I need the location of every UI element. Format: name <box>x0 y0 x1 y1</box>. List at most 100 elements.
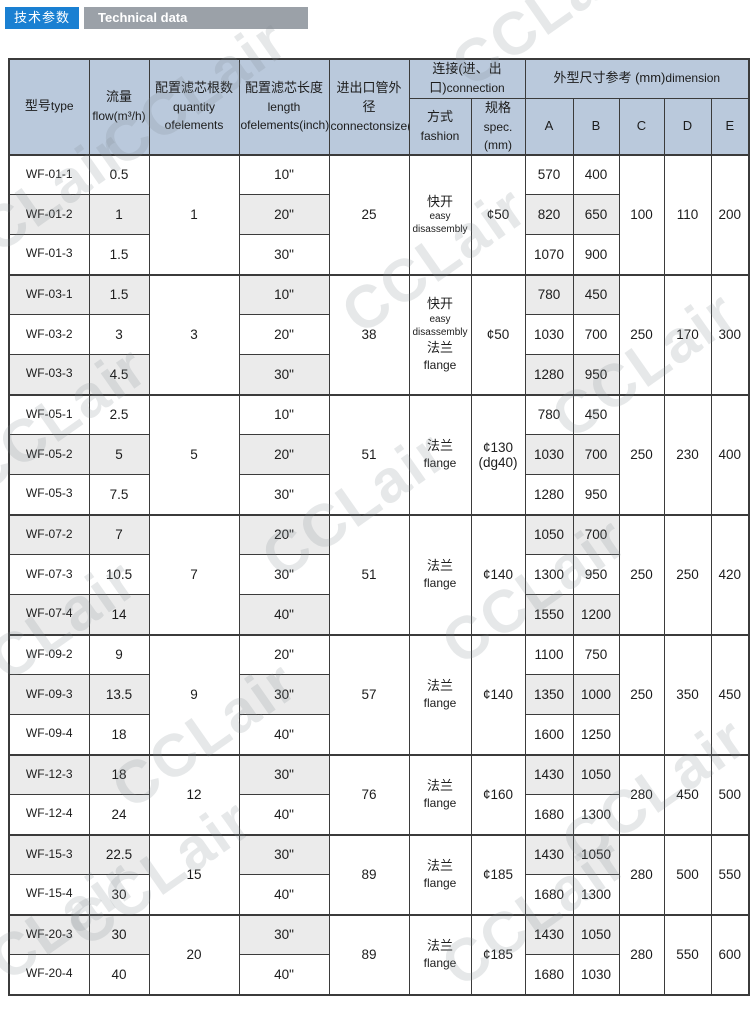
cell-dim-c: 280 <box>618 913 665 996</box>
cell-dim-e: 400 <box>710 393 750 516</box>
cell-fashion: 法兰 flange <box>408 753 472 836</box>
table-row: WF-03-3 4.5 30" 1280 950 <box>8 354 749 396</box>
cell-type: WF-01-3 <box>8 234 90 276</box>
cell-dim-a: 1070 <box>524 234 574 276</box>
cell-dim-b: 700 <box>572 434 620 476</box>
cell-fashion: 法兰 flange <box>408 393 472 516</box>
cell-length: 30" <box>238 913 330 956</box>
cell-length: 40" <box>238 954 330 996</box>
cell-dim-b: 900 <box>572 234 620 276</box>
cell-connection-size: 89 <box>328 913 410 996</box>
cell-type: WF-03-3 <box>8 354 90 396</box>
cell-dim-b: 1300 <box>572 874 620 916</box>
cell-dim-b: 1030 <box>572 954 620 996</box>
table-row: WF-09-4 18 40" 1600 1250 <box>8 714 749 756</box>
cell-dim-e: 420 <box>710 513 750 636</box>
cell-dim-a: 570 <box>524 153 574 196</box>
table-row: WF-05-3 7.5 30" 1280 950 <box>8 474 749 516</box>
cell-dim-c: 250 <box>618 393 665 516</box>
header-connection: 连接(进、出口)connection <box>408 58 526 99</box>
cell-dim-e: 550 <box>710 833 750 916</box>
table-row: WF-05-2 5 20" 1030 700 <box>8 434 749 476</box>
cell-dim-b: 750 <box>572 633 620 676</box>
cell-type: WF-07-4 <box>8 594 90 636</box>
cell-length: 30" <box>238 474 330 516</box>
cell-flow: 40 <box>88 954 150 996</box>
cell-fashion: 法兰 flange <box>408 513 472 636</box>
table-row: WF-07-4 14 40" 1550 1200 <box>8 594 749 636</box>
cell-dim-a: 1030 <box>524 314 574 356</box>
header-quantity: 配置滤芯根数quantity ofelements <box>148 58 240 156</box>
cell-dim-a: 1430 <box>524 913 574 956</box>
cell-flow: 0.5 <box>88 153 150 196</box>
cell-spec: ¢160 <box>470 753 526 836</box>
cell-dim-e: 300 <box>710 273 750 396</box>
cell-length: 30" <box>238 234 330 276</box>
cell-dim-a: 1100 <box>524 633 574 676</box>
cell-quantity: 20 <box>148 913 240 996</box>
cell-flow: 9 <box>88 633 150 676</box>
cell-connection-size: 89 <box>328 833 410 916</box>
cell-dim-a: 820 <box>524 194 574 236</box>
cell-flow: 1.5 <box>88 273 150 316</box>
cell-dim-a: 1680 <box>524 874 574 916</box>
cell-dim-d: 450 <box>663 753 712 836</box>
cell-dim-a: 1050 <box>524 513 574 556</box>
cell-dim-d: 230 <box>663 393 712 516</box>
cell-dim-c: 250 <box>618 273 665 396</box>
cell-dim-b: 1250 <box>572 714 620 756</box>
cell-dim-a: 1300 <box>524 554 574 596</box>
cell-dim-d: 350 <box>663 633 712 756</box>
cell-length: 30" <box>238 674 330 716</box>
table-row: WF-03-1 1.5 3 10" 38 快开 easy disassembly 法兰 flang… <box>8 273 750 396</box>
cell-quantity: 12 <box>148 753 240 836</box>
cell-dim-d: 170 <box>663 273 712 396</box>
cell-dim-a: 1350 <box>524 674 574 716</box>
cell-length: 20" <box>238 434 330 476</box>
cell-dim-d: 110 <box>663 153 712 276</box>
cell-flow: 13.5 <box>88 674 150 716</box>
header-dim-A: A <box>524 97 574 156</box>
cell-dim-a: 1430 <box>524 833 574 876</box>
cell-spec: ¢50 <box>470 273 526 396</box>
cell-length: 40" <box>238 594 330 636</box>
cell-type: WF-09-4 <box>8 714 90 756</box>
header-dimension: 外型尺寸参考 (mm)dimension <box>524 58 750 99</box>
cell-spec: ¢140 <box>470 633 526 756</box>
cell-length: 10" <box>238 273 330 316</box>
cell-length: 30" <box>238 354 330 396</box>
cell-length: 20" <box>238 513 330 556</box>
cell-quantity: 3 <box>148 273 240 396</box>
table-row: WF-20-3 30 20 30" 89 法兰 flange ¢185 1430 1050 280 5… <box>8 913 750 996</box>
cell-type: WF-09-3 <box>8 674 90 716</box>
table-row: WF-09-3 13.5 30" 1350 1000 <box>8 674 749 716</box>
cell-quantity: 9 <box>148 633 240 756</box>
cell-dim-e: 500 <box>710 753 750 836</box>
cell-type: WF-03-2 <box>8 314 90 356</box>
cell-length: 40" <box>238 794 330 836</box>
cell-length: 10" <box>238 153 330 196</box>
cell-length: 40" <box>238 874 330 916</box>
cell-dim-a: 780 <box>524 273 574 316</box>
page-title-bar: 技术参数 Technical data <box>5 7 309 29</box>
cell-dim-b: 1000 <box>572 674 620 716</box>
cell-length: 20" <box>238 314 330 356</box>
cell-dim-d: 550 <box>663 913 712 996</box>
cell-fashion: 法兰 flange <box>408 913 472 996</box>
cell-type: WF-07-3 <box>8 554 90 596</box>
cell-dim-c: 280 <box>618 753 665 836</box>
cell-fashion: 快开 easy disassembly <box>408 153 472 276</box>
header-type: 型号type <box>8 58 90 156</box>
cell-flow: 2.5 <box>88 393 150 436</box>
cell-dim-b: 1050 <box>572 833 620 876</box>
cell-fashion: 快开 easy disassembly 法兰 flange <box>408 273 472 396</box>
cell-dim-c: 280 <box>618 833 665 916</box>
cell-type: WF-15-3 <box>8 833 90 876</box>
cell-flow: 18 <box>88 714 150 756</box>
cell-type: WF-12-3 <box>8 753 90 796</box>
cell-dim-a: 1280 <box>524 354 574 396</box>
header-fashion: 方式fashion <box>408 97 472 156</box>
cell-dim-a: 1550 <box>524 594 574 636</box>
cell-flow: 7 <box>88 513 150 556</box>
table-row: WF-12-3 18 12 30" 76 法兰 flange ¢160 1430 1050 280 4… <box>8 753 750 836</box>
